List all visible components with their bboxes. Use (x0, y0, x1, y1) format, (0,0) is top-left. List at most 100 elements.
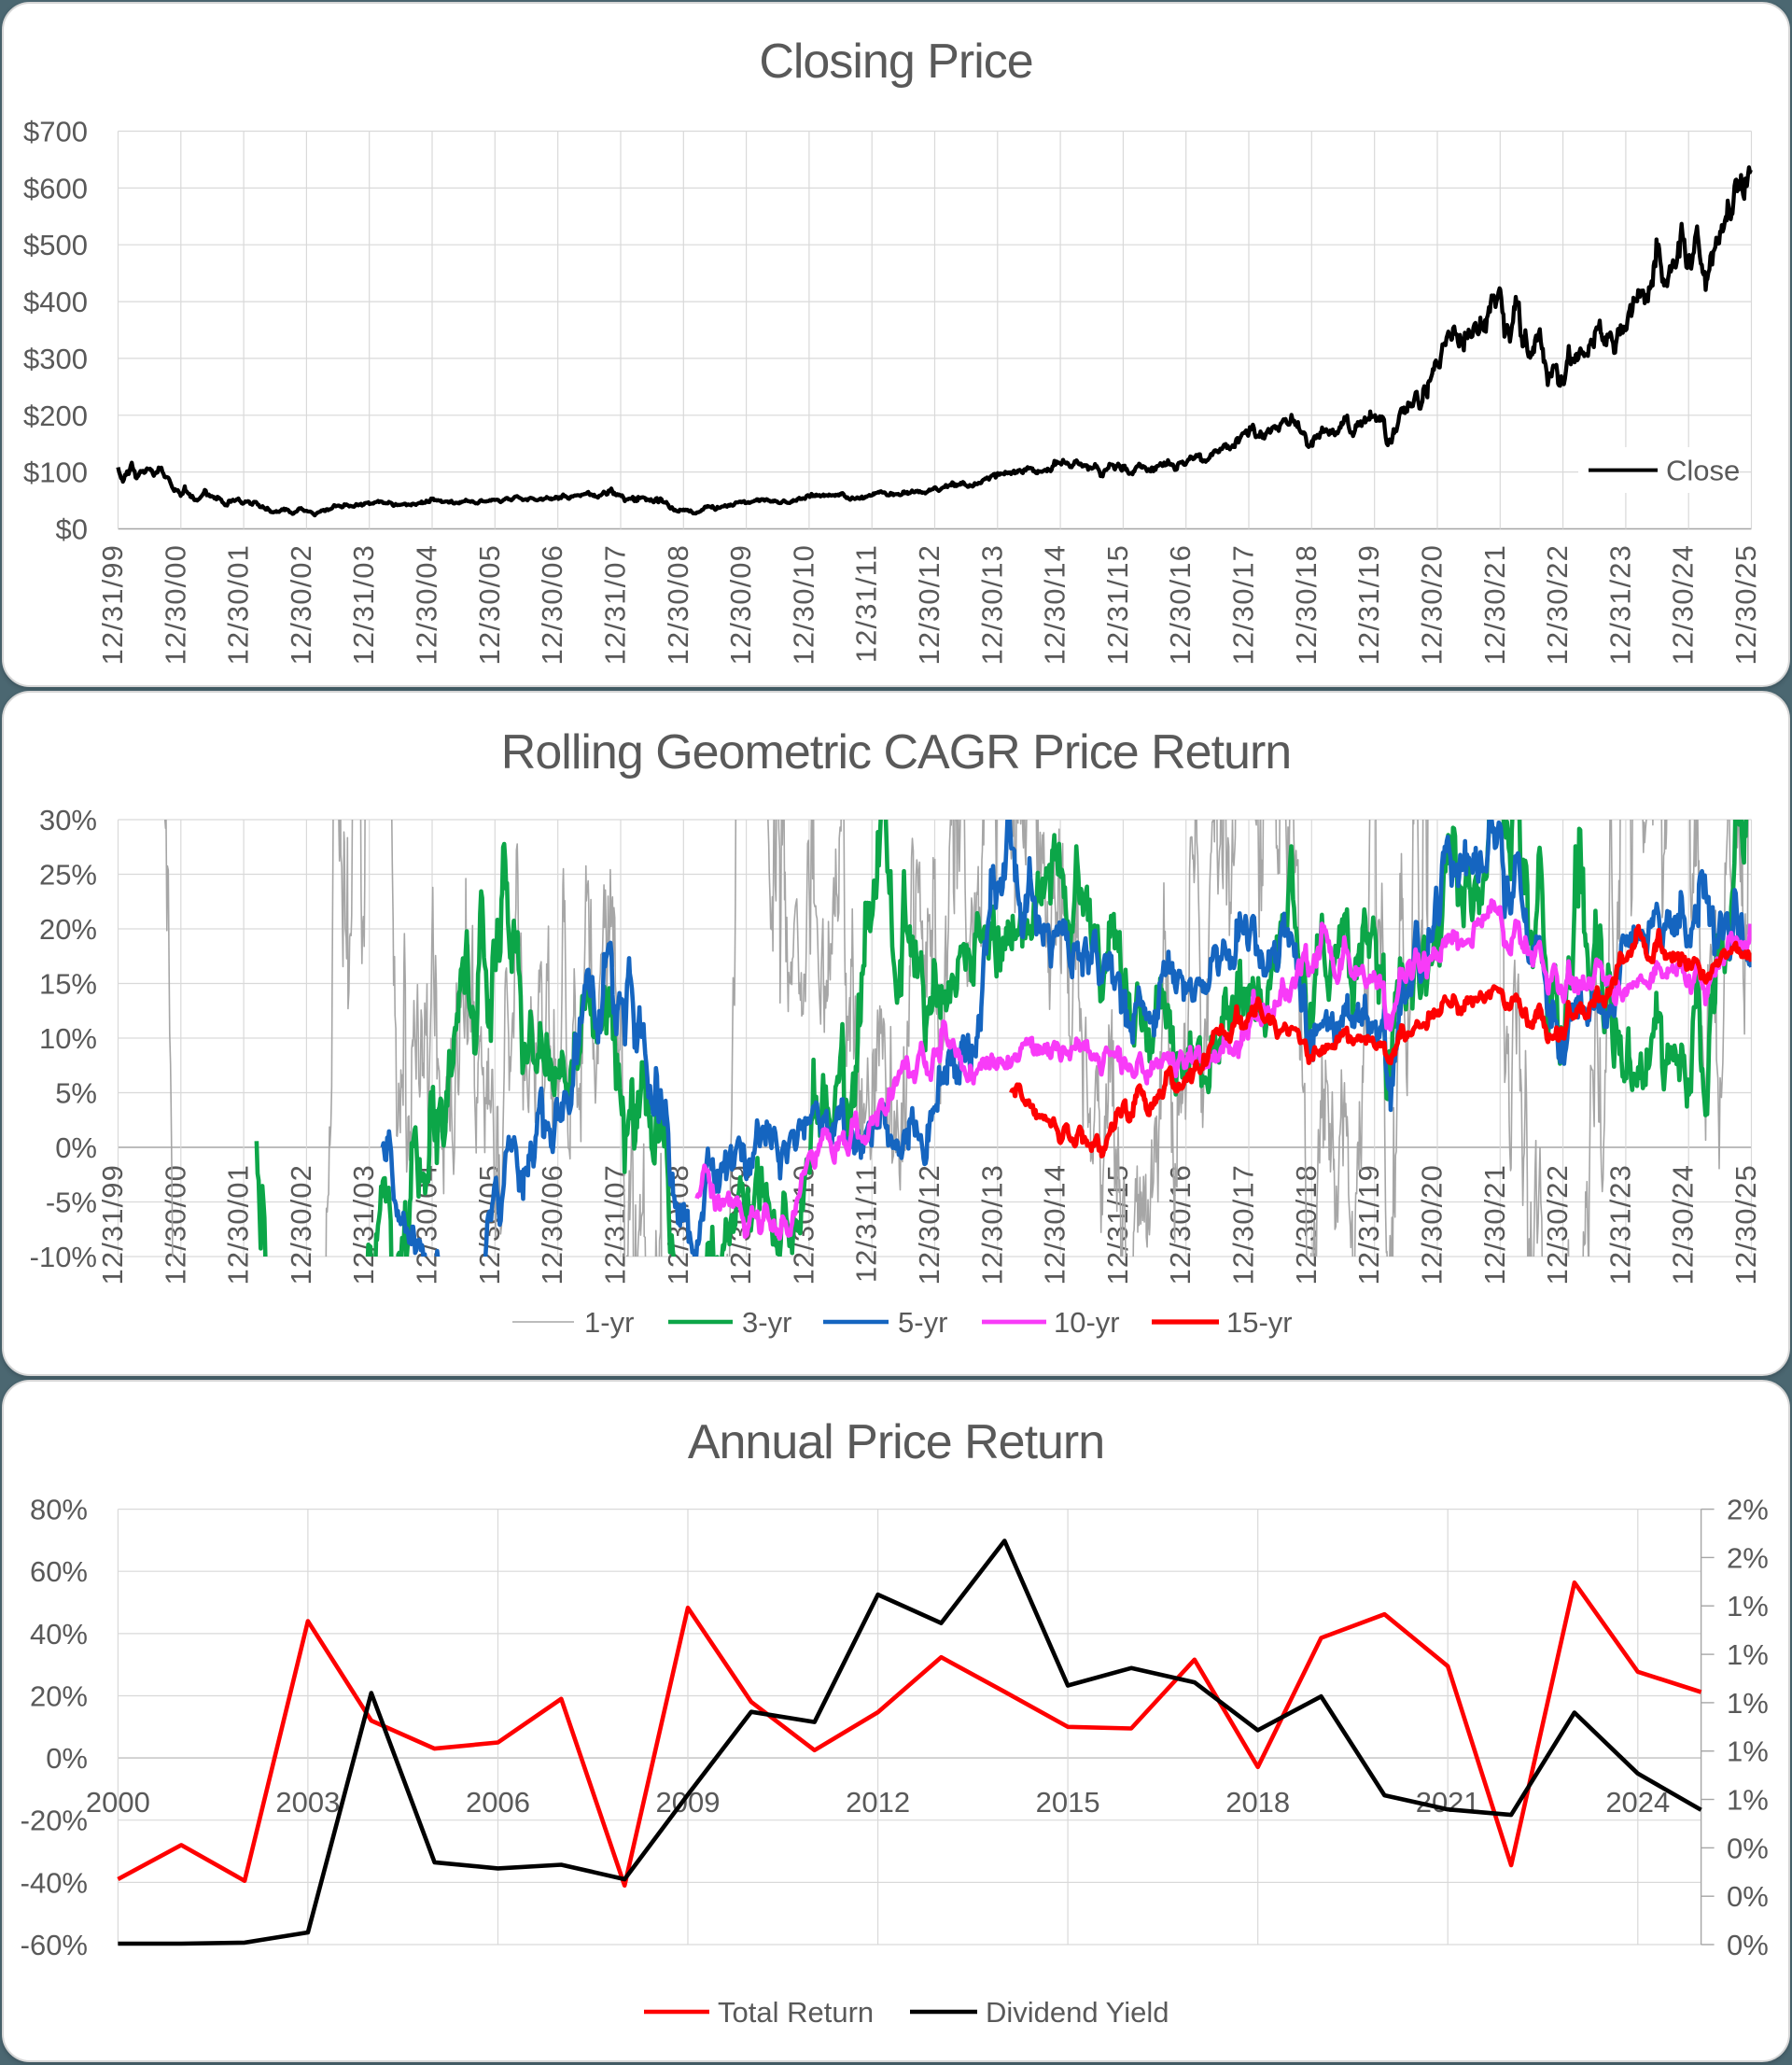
svg-text:12/31/19: 12/31/19 (1352, 1164, 1385, 1285)
svg-text:2003: 2003 (275, 1786, 340, 1819)
svg-text:12/30/06: 12/30/06 (536, 544, 568, 665)
svg-text:25%: 25% (39, 859, 97, 892)
svg-text:12/30/21: 12/30/21 (1478, 544, 1511, 665)
svg-text:0%: 0% (55, 1131, 97, 1164)
svg-text:12/30/25: 12/30/25 (1729, 544, 1762, 665)
svg-text:$200: $200 (23, 400, 88, 432)
svg-text:12/31/07: 12/31/07 (599, 1164, 632, 1285)
svg-text:10-yr: 10-yr (1054, 1306, 1120, 1339)
svg-text:12/30/17: 12/30/17 (1227, 544, 1260, 665)
svg-text:12/30/06: 12/30/06 (536, 1164, 568, 1285)
svg-text:1%: 1% (1727, 1687, 1769, 1720)
svg-text:$100: $100 (23, 457, 88, 489)
svg-text:12/30/18: 12/30/18 (1290, 544, 1323, 665)
svg-text:12/30/08: 12/30/08 (662, 544, 694, 665)
svg-text:12/30/13: 12/30/13 (975, 544, 1008, 665)
svg-text:12/31/03: 12/31/03 (347, 1164, 380, 1285)
svg-text:12/30/00: 12/30/00 (159, 1164, 191, 1285)
svg-text:2000: 2000 (86, 1786, 150, 1819)
svg-text:5%: 5% (55, 1077, 97, 1110)
svg-text:-10%: -10% (30, 1241, 97, 1273)
svg-text:2018: 2018 (1225, 1786, 1290, 1819)
svg-text:$600: $600 (23, 172, 88, 204)
svg-text:-60%: -60% (21, 1929, 88, 1961)
svg-text:-40%: -40% (21, 1866, 88, 1899)
svg-text:1-yr: 1-yr (584, 1306, 634, 1339)
svg-text:12/30/04: 12/30/04 (411, 544, 443, 665)
svg-text:12/30/22: 12/30/22 (1541, 544, 1574, 665)
svg-text:0%: 0% (1727, 1880, 1769, 1913)
svg-text:0%: 0% (1727, 1929, 1769, 1961)
svg-text:12/31/19: 12/31/19 (1352, 544, 1385, 665)
svg-text:Rolling Geometric CAGR Price R: Rolling Geometric CAGR Price Return (501, 725, 1291, 780)
svg-text:30%: 30% (39, 804, 97, 836)
svg-text:$700: $700 (23, 116, 88, 148)
svg-text:12/30/01: 12/30/01 (222, 544, 255, 665)
svg-text:2012: 2012 (846, 1786, 910, 1819)
svg-text:20%: 20% (30, 1680, 88, 1713)
svg-text:3-yr: 3-yr (742, 1306, 791, 1339)
svg-text:12/31/23: 12/31/23 (1603, 1164, 1636, 1285)
svg-text:10%: 10% (39, 1022, 97, 1055)
svg-text:12/30/24: 12/30/24 (1667, 1164, 1700, 1285)
svg-text:12/31/23: 12/31/23 (1603, 544, 1636, 665)
svg-text:12/30/10: 12/30/10 (787, 544, 819, 665)
svg-text:12/31/03: 12/31/03 (347, 544, 380, 665)
svg-text:12/30/16: 12/30/16 (1164, 1164, 1197, 1285)
svg-text:1%: 1% (1727, 1735, 1769, 1768)
svg-text:12/30/02: 12/30/02 (285, 1164, 317, 1285)
svg-text:60%: 60% (30, 1555, 88, 1588)
svg-text:-5%: -5% (46, 1187, 97, 1219)
svg-text:2%: 2% (1727, 1541, 1769, 1574)
svg-text:2006: 2006 (466, 1786, 530, 1819)
svg-text:Closing Price: Closing Price (759, 35, 1032, 89)
svg-text:0%: 0% (46, 1742, 88, 1775)
svg-text:-20%: -20% (21, 1805, 88, 1837)
svg-text:12/30/21: 12/30/21 (1478, 1164, 1511, 1285)
svg-text:$500: $500 (23, 229, 88, 261)
svg-text:15%: 15% (39, 968, 97, 1001)
svg-text:15-yr: 15-yr (1226, 1306, 1293, 1339)
svg-text:12/30/14: 12/30/14 (1039, 544, 1071, 665)
svg-text:80%: 80% (30, 1494, 88, 1526)
svg-text:12/30/16: 12/30/16 (1164, 544, 1197, 665)
svg-text:40%: 40% (30, 1618, 88, 1651)
svg-text:0%: 0% (1727, 1832, 1769, 1864)
svg-text:2024: 2024 (1605, 1786, 1670, 1819)
svg-text:12/30/05: 12/30/05 (473, 544, 506, 665)
svg-text:2009: 2009 (656, 1786, 721, 1819)
svg-text:Total Return: Total Return (718, 1996, 874, 2029)
svg-text:12/31/99: 12/31/99 (96, 1164, 129, 1285)
svg-text:12/31/11: 12/31/11 (850, 1164, 883, 1283)
svg-text:5-yr: 5-yr (898, 1306, 947, 1339)
svg-text:12/31/07: 12/31/07 (599, 544, 632, 665)
svg-text:12/30/22: 12/30/22 (1541, 1164, 1574, 1285)
svg-text:Annual Price Return: Annual Price Return (688, 1415, 1104, 1469)
svg-text:Dividend Yield: Dividend Yield (986, 1996, 1169, 2029)
svg-text:12/30/09: 12/30/09 (724, 544, 757, 665)
svg-text:20%: 20% (39, 913, 97, 946)
svg-text:Close: Close (1666, 455, 1740, 487)
svg-text:12/30/01: 12/30/01 (222, 1164, 255, 1285)
svg-text:1%: 1% (1727, 1590, 1769, 1622)
svg-text:12/30/24: 12/30/24 (1667, 544, 1700, 665)
svg-text:12/30/25: 12/30/25 (1729, 1164, 1762, 1285)
svg-text:$0: $0 (56, 513, 88, 546)
svg-text:1%: 1% (1727, 1784, 1769, 1817)
svg-text:12/30/17: 12/30/17 (1227, 1164, 1260, 1285)
svg-text:2%: 2% (1727, 1494, 1769, 1526)
svg-text:2015: 2015 (1036, 1786, 1100, 1819)
svg-text:$400: $400 (23, 286, 88, 318)
svg-text:12/30/12: 12/30/12 (913, 544, 945, 665)
svg-text:1%: 1% (1727, 1638, 1769, 1671)
svg-text:12/31/15: 12/31/15 (1101, 544, 1134, 665)
svg-text:12/30/20: 12/30/20 (1416, 544, 1449, 665)
svg-text:12/30/12: 12/30/12 (913, 1164, 945, 1285)
svg-text:12/30/00: 12/30/00 (159, 544, 191, 665)
svg-text:12/31/99: 12/31/99 (96, 544, 129, 665)
svg-text:12/30/20: 12/30/20 (1416, 1164, 1449, 1285)
svg-text:$300: $300 (23, 343, 88, 375)
svg-text:12/30/02: 12/30/02 (285, 544, 317, 665)
svg-text:12/30/14: 12/30/14 (1039, 1164, 1071, 1285)
svg-text:12/30/13: 12/30/13 (975, 1164, 1008, 1285)
